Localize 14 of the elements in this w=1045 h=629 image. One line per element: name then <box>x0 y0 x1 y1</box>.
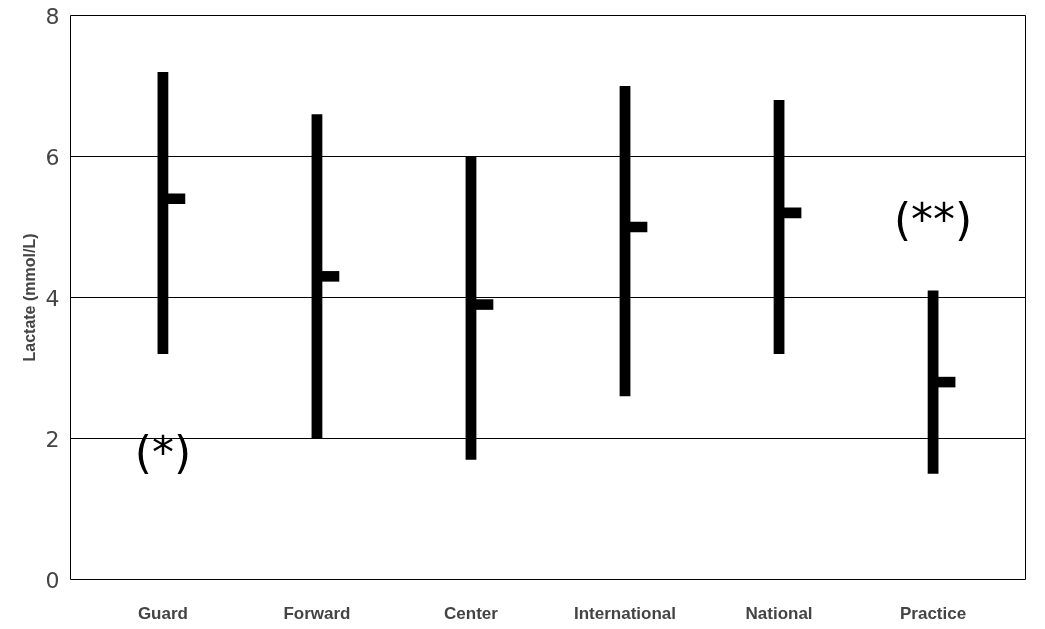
x-tick-label: National <box>745 603 813 623</box>
y-tick-label: 4 <box>45 285 60 311</box>
y-tick-label: 0 <box>45 567 60 593</box>
annotation: (**) <box>893 194 973 246</box>
x-tick-label: Practice <box>900 603 967 623</box>
y-tick-label: 6 <box>45 144 60 170</box>
x-tick-label: Center <box>444 603 499 623</box>
y-tick-label: 8 <box>45 3 60 29</box>
y-axis-title: Lactate (mmol/L) <box>20 233 38 362</box>
y-tick-label: 2 <box>45 426 60 452</box>
x-tick-label: International <box>574 603 677 623</box>
annotation: (*) <box>134 427 192 479</box>
x-tick-label: Forward <box>283 603 351 623</box>
x-tick-label: Guard <box>137 603 188 623</box>
